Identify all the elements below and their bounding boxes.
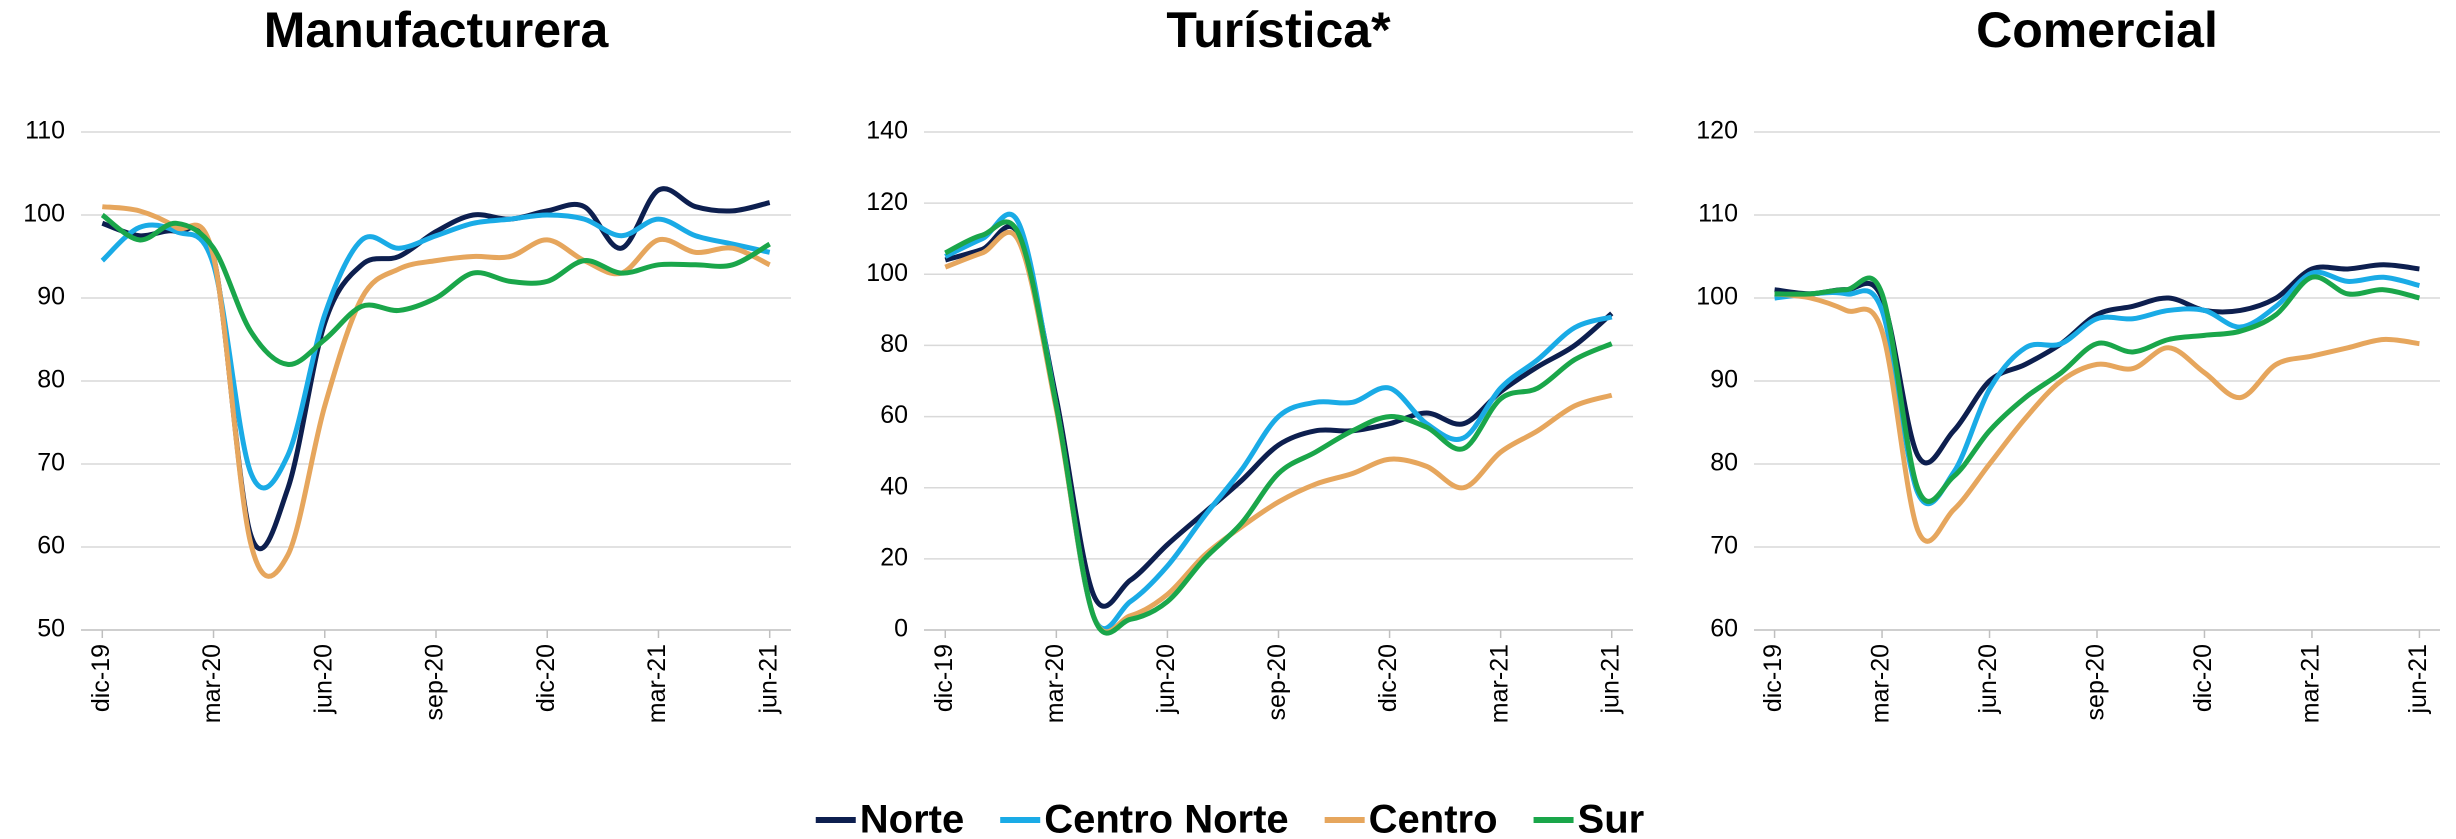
y-tick-label: 60 (37, 532, 65, 560)
legend-label: Sur (1578, 798, 1645, 839)
y-tick-label: 60 (1710, 615, 1738, 643)
y-tick-label: 70 (37, 449, 65, 477)
series-line (100, 212, 771, 367)
series-line (944, 230, 1613, 635)
y-tick-label: 70 (1710, 532, 1738, 560)
series-line (1774, 291, 2420, 544)
x-tick-label: dic-20 (1374, 644, 1402, 712)
y-tick-label: 80 (1710, 449, 1738, 477)
y-tick-label: 110 (1698, 200, 1738, 228)
y-tick-label: 60 (880, 401, 908, 429)
x-tick-label: sep-20 (1263, 644, 1291, 720)
legend: Norte Centro Norte Centro Sur (815, 798, 1645, 839)
x-tick-label: mar-21 (1485, 644, 1513, 723)
y-tick-label: 100 (866, 259, 908, 287)
x-tick-label: jun-21 (1596, 644, 1624, 715)
x-tick-label: sep-20 (421, 644, 449, 720)
series-line (1774, 269, 2421, 507)
series-line (944, 219, 1613, 636)
legend-label: Centro (1369, 798, 1498, 839)
y-tick-label: 110 (25, 117, 65, 145)
y-tick-label: 140 (866, 117, 908, 145)
x-tick-label: jun-20 (309, 644, 337, 715)
y-tick-label: 100 (1696, 283, 1738, 311)
x-tick-label: jun-20 (1974, 644, 2002, 715)
y-tick-label: 100 (23, 200, 65, 228)
series-line (102, 204, 771, 579)
y-tick-label: 50 (37, 615, 65, 643)
y-tick-label: 90 (37, 283, 65, 311)
y-tick-label: 90 (1710, 366, 1738, 394)
y-tick-label: 80 (37, 366, 65, 394)
x-tick-label: jun-20 (1152, 644, 1180, 715)
x-tick-label: jun-21 (754, 644, 782, 715)
x-tick-label: dic-20 (532, 644, 560, 712)
chart-title: Turística* (1166, 2, 1391, 58)
legend-label: Centro Norte (1044, 798, 1288, 839)
chart-title: Manufacturera (264, 2, 610, 58)
x-tick-label: dic-19 (930, 644, 958, 712)
x-tick-label: mar-21 (2297, 644, 2325, 723)
x-tick-label: mar-20 (1867, 644, 1895, 723)
chart-title: Comercial (1976, 2, 2218, 58)
x-tick-label: dic-19 (1759, 644, 1787, 712)
x-tick-label: mar-20 (1041, 644, 1069, 723)
x-tick-label: dic-20 (2189, 644, 2217, 712)
y-tick-label: 120 (866, 188, 908, 216)
x-tick-label: jun-21 (2404, 644, 2432, 715)
series-line (1774, 274, 2421, 504)
x-tick-label: sep-20 (2082, 644, 2110, 720)
y-tick-label: 80 (880, 330, 908, 358)
series-line (100, 212, 771, 491)
x-tick-label: mar-20 (198, 644, 226, 723)
x-tick-label: mar-21 (643, 644, 671, 723)
y-tick-label: 40 (880, 472, 908, 500)
y-tick-label: 0 (894, 615, 908, 643)
legend-label: Norte (860, 798, 964, 839)
x-tick-label: dic-19 (87, 644, 115, 712)
y-tick-label: 120 (1696, 117, 1738, 145)
series-line (944, 211, 1613, 632)
y-tick-label: 20 (880, 543, 908, 571)
